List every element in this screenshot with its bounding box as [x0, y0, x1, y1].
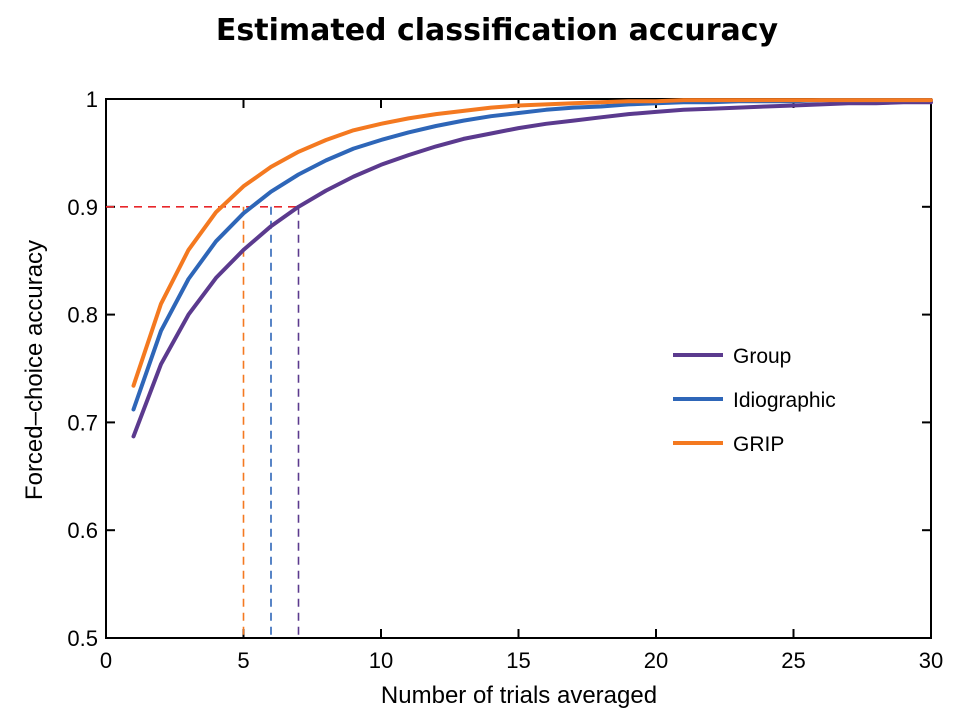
- y-tick-label: 0.7: [67, 410, 98, 435]
- x-tick-label: 5: [237, 648, 249, 673]
- series-line-grip: [131, 98, 933, 388]
- x-tick-label: 15: [506, 648, 530, 673]
- x-tick-label: 10: [369, 648, 393, 673]
- axes-frame: [105, 98, 932, 639]
- y-axis-label: Forced–choice accuracy: [21, 240, 48, 500]
- legend-label-grip: GRIP: [733, 433, 784, 456]
- x-tick-label: 25: [781, 648, 805, 673]
- legend: Group Idiographic GRIP: [673, 345, 836, 456]
- legend-label-group: Group: [733, 345, 791, 368]
- x-tick-label: 0: [100, 648, 112, 673]
- y-tick-label: 1: [86, 87, 98, 112]
- y-tick-label: 0.6: [67, 518, 98, 543]
- plot-area: 0 5 10 15 20 25 30 0.5 0.6 0.7 0.8 0.9 1: [67, 87, 943, 673]
- chart-title: Estimated classification accuracy: [216, 13, 779, 48]
- x-tick-label: 20: [644, 648, 668, 673]
- x-axis-label: Number of trials averaged: [381, 682, 657, 709]
- x-tick-label: 30: [919, 648, 943, 673]
- legend-label-idiographic: Idiographic: [733, 389, 836, 412]
- series-line-group: [131, 100, 933, 439]
- y-tick-label: 0.5: [67, 626, 98, 651]
- y-tick-label: 0.8: [67, 303, 98, 328]
- y-tick-label: 0.9: [67, 195, 98, 220]
- series-line-idiographic: [131, 98, 933, 412]
